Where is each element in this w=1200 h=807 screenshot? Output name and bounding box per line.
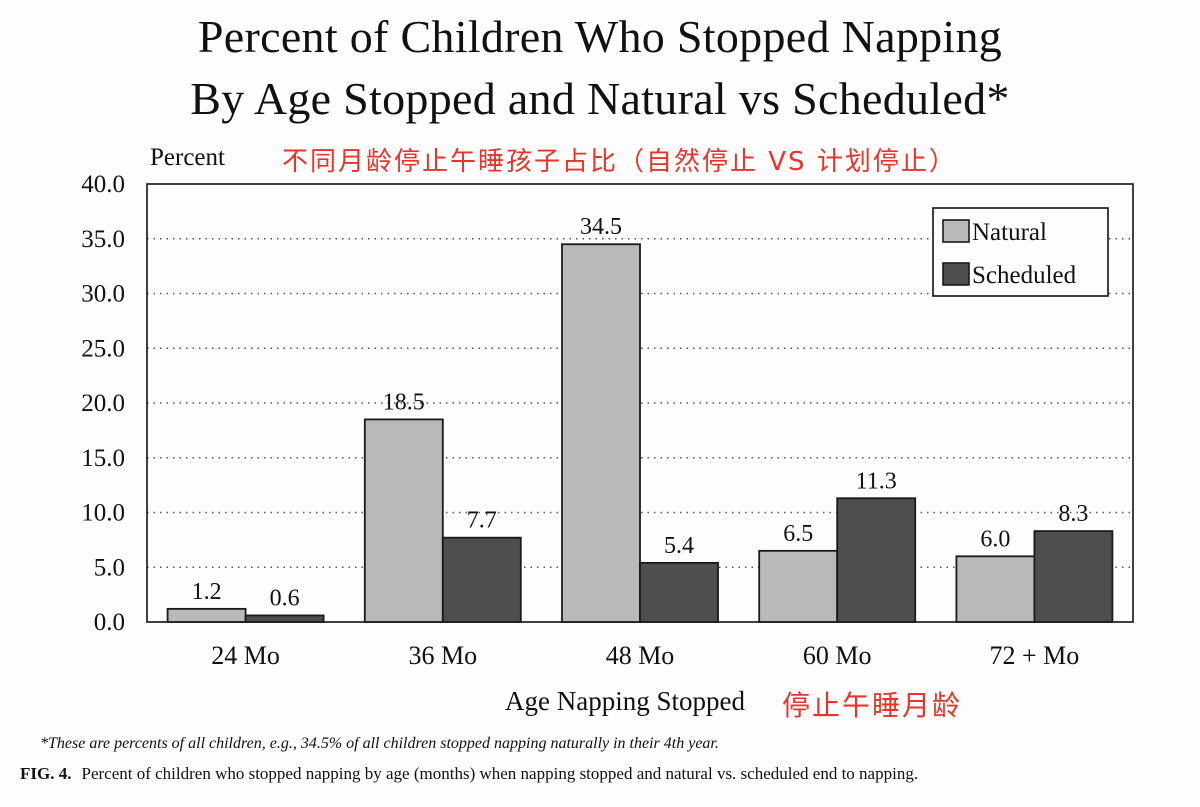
data-label: 6.0	[980, 526, 1010, 552]
y-axis-label-translation: 不同月龄停止午睡孩子占比（自然停止 VS 计划停止）	[282, 147, 957, 177]
bar-natural	[561, 243, 641, 623]
x-axis-label-translation: 停止午睡月龄	[782, 689, 963, 722]
legend-swatch-scheduled	[942, 262, 970, 286]
data-label: 34.5	[580, 214, 622, 240]
data-label: 5.4	[664, 533, 694, 559]
figure-caption-text: Percent of children who stopped napping …	[81, 764, 919, 783]
data-label: 6.5	[783, 521, 813, 547]
x-axis-label: Age Napping Stopped	[505, 686, 745, 716]
y-tick-label: 0.0	[94, 609, 125, 636]
x-tick-label: 60 Mo	[803, 641, 872, 670]
y-tick-label: 40.0	[81, 171, 125, 198]
y-tick-label: 30.0	[81, 281, 125, 308]
bar-scheduled	[836, 497, 917, 623]
bar-natural	[758, 549, 839, 623]
x-tick-label: 24 Mo	[211, 641, 280, 670]
data-label: 8.3	[1058, 501, 1088, 527]
bar-chart: 0.0 5.0 10.0 15.0 20.0 25.0 30.0 35.0 40.0 1.2 0.6…	[81, 171, 1134, 670]
bar-scheduled	[441, 536, 522, 623]
y-tick-label: 25.0	[81, 335, 125, 362]
bar-scheduled	[1033, 530, 1114, 623]
data-label: 11.3	[856, 468, 897, 494]
figure-caption-label: FIG. 4.	[20, 764, 72, 783]
x-tick-label: 36 Mo	[408, 641, 477, 670]
bar-natural	[363, 418, 444, 623]
chart-title-line-2: By Age Stopped and Natural vs Scheduled*	[190, 73, 1010, 124]
x-tick-label: 72 + Mo	[990, 641, 1080, 670]
y-tick-label: 10.0	[81, 500, 125, 527]
chart-title-line-1: Percent of Children Who Stopped Napping	[197, 11, 1003, 62]
legend-label-scheduled: Scheduled	[972, 262, 1077, 289]
y-tick-label: 5.0	[94, 554, 125, 581]
x-tick-label: 48 Mo	[606, 641, 675, 670]
data-label: 7.7	[467, 508, 497, 534]
data-label: 1.2	[192, 579, 222, 605]
figure-caption: FIG. 4. Percent of children who stopped n…	[20, 764, 918, 784]
footnote: *These are percents of all children, e.g…	[40, 735, 719, 752]
y-axis-label: Percent	[150, 144, 225, 171]
y-tick-label: 35.0	[81, 226, 125, 253]
data-label: 18.5	[383, 389, 425, 415]
y-tick-label: 20.0	[81, 390, 125, 417]
bar-natural	[955, 555, 1036, 623]
bar-scheduled	[639, 561, 719, 623]
legend-swatch-natural	[942, 219, 970, 243]
data-label: 0.6	[270, 585, 300, 611]
bar-natural	[166, 607, 247, 623]
legend-label-natural: Natural	[972, 219, 1047, 246]
y-tick-label: 15.0	[81, 445, 125, 472]
bar-scheduled	[244, 614, 325, 623]
